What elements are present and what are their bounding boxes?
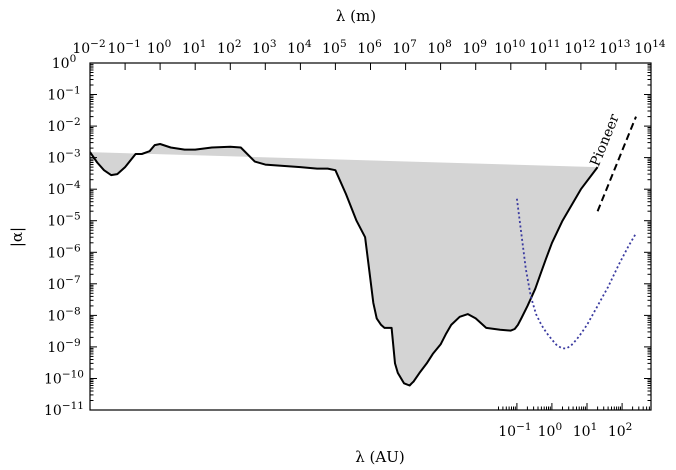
top-tick-label: 100: [147, 38, 172, 57]
pioneer-label: Pioneer: [587, 112, 622, 169]
top-tick-label: 1012: [564, 38, 595, 57]
top-tick-label: 10−1: [107, 38, 140, 57]
top-tick-label: 10−2: [72, 38, 105, 57]
excluded-region-boundary: [90, 143, 599, 387]
plot-frame: [89, 62, 652, 411]
bottom-tick-label: 101: [573, 421, 598, 440]
y-tick-label: 10−6: [47, 242, 81, 261]
top-tick-labels: 10−2 10−1 100 101 102 103 104 105 106 107 108 109 10…: [72, 38, 666, 57]
top-tick-label: 109: [462, 38, 487, 57]
top-tick-label: 102: [217, 38, 242, 57]
y-tick-label: 100: [52, 53, 77, 72]
x-axis-top-title: λ (m): [336, 7, 376, 25]
y-tick-label: 10−2: [47, 116, 80, 135]
top-tick-label: 108: [427, 38, 452, 57]
pioneer-line: [596, 116, 637, 212]
top-tick-label: 103: [252, 38, 277, 57]
bottom-tick-label: 10−1: [498, 421, 531, 440]
y-tick-label: 10−7: [47, 274, 80, 293]
projection-curve: [516, 198, 637, 350]
y-tick-label: 10−3: [47, 148, 80, 167]
bottom-tick-label: 102: [608, 421, 633, 440]
top-tick-label: 107: [392, 38, 417, 57]
top-tick-label: 104: [287, 38, 312, 57]
excluded-region-area: [90, 144, 598, 386]
x-axis-bottom-title: λ (AU): [355, 448, 404, 466]
bottom-tick-labels: 10−1 100 101 102: [498, 421, 632, 440]
y-tick-label: 10−11: [44, 400, 84, 419]
top-tick-label: 1011: [529, 38, 560, 57]
top-tick-label: 106: [357, 38, 382, 57]
bottom-tick-label: 100: [538, 421, 563, 440]
y-tick-labels: 100 10−1 10−2 10−3 10−4 10−5 10−6 10−7 10−8 10−9 1…: [44, 53, 84, 419]
y-tick-label: 10−10: [44, 369, 84, 388]
y-axis-title: |α|: [8, 227, 26, 247]
y-tick-label: 10−8: [47, 305, 80, 324]
top-tick-label: 1013: [599, 38, 630, 57]
top-tick-label: 101: [182, 38, 207, 57]
top-tick-label: 1014: [634, 38, 666, 57]
y-tick-label: 10−4: [47, 179, 81, 198]
top-tick-label: 105: [322, 38, 347, 57]
top-tick-label: 1010: [494, 38, 525, 57]
y-tick-label: 10−9: [47, 337, 80, 356]
y-tick-label: 10−1: [47, 85, 80, 104]
y-tick-label: 10−5: [47, 211, 80, 230]
